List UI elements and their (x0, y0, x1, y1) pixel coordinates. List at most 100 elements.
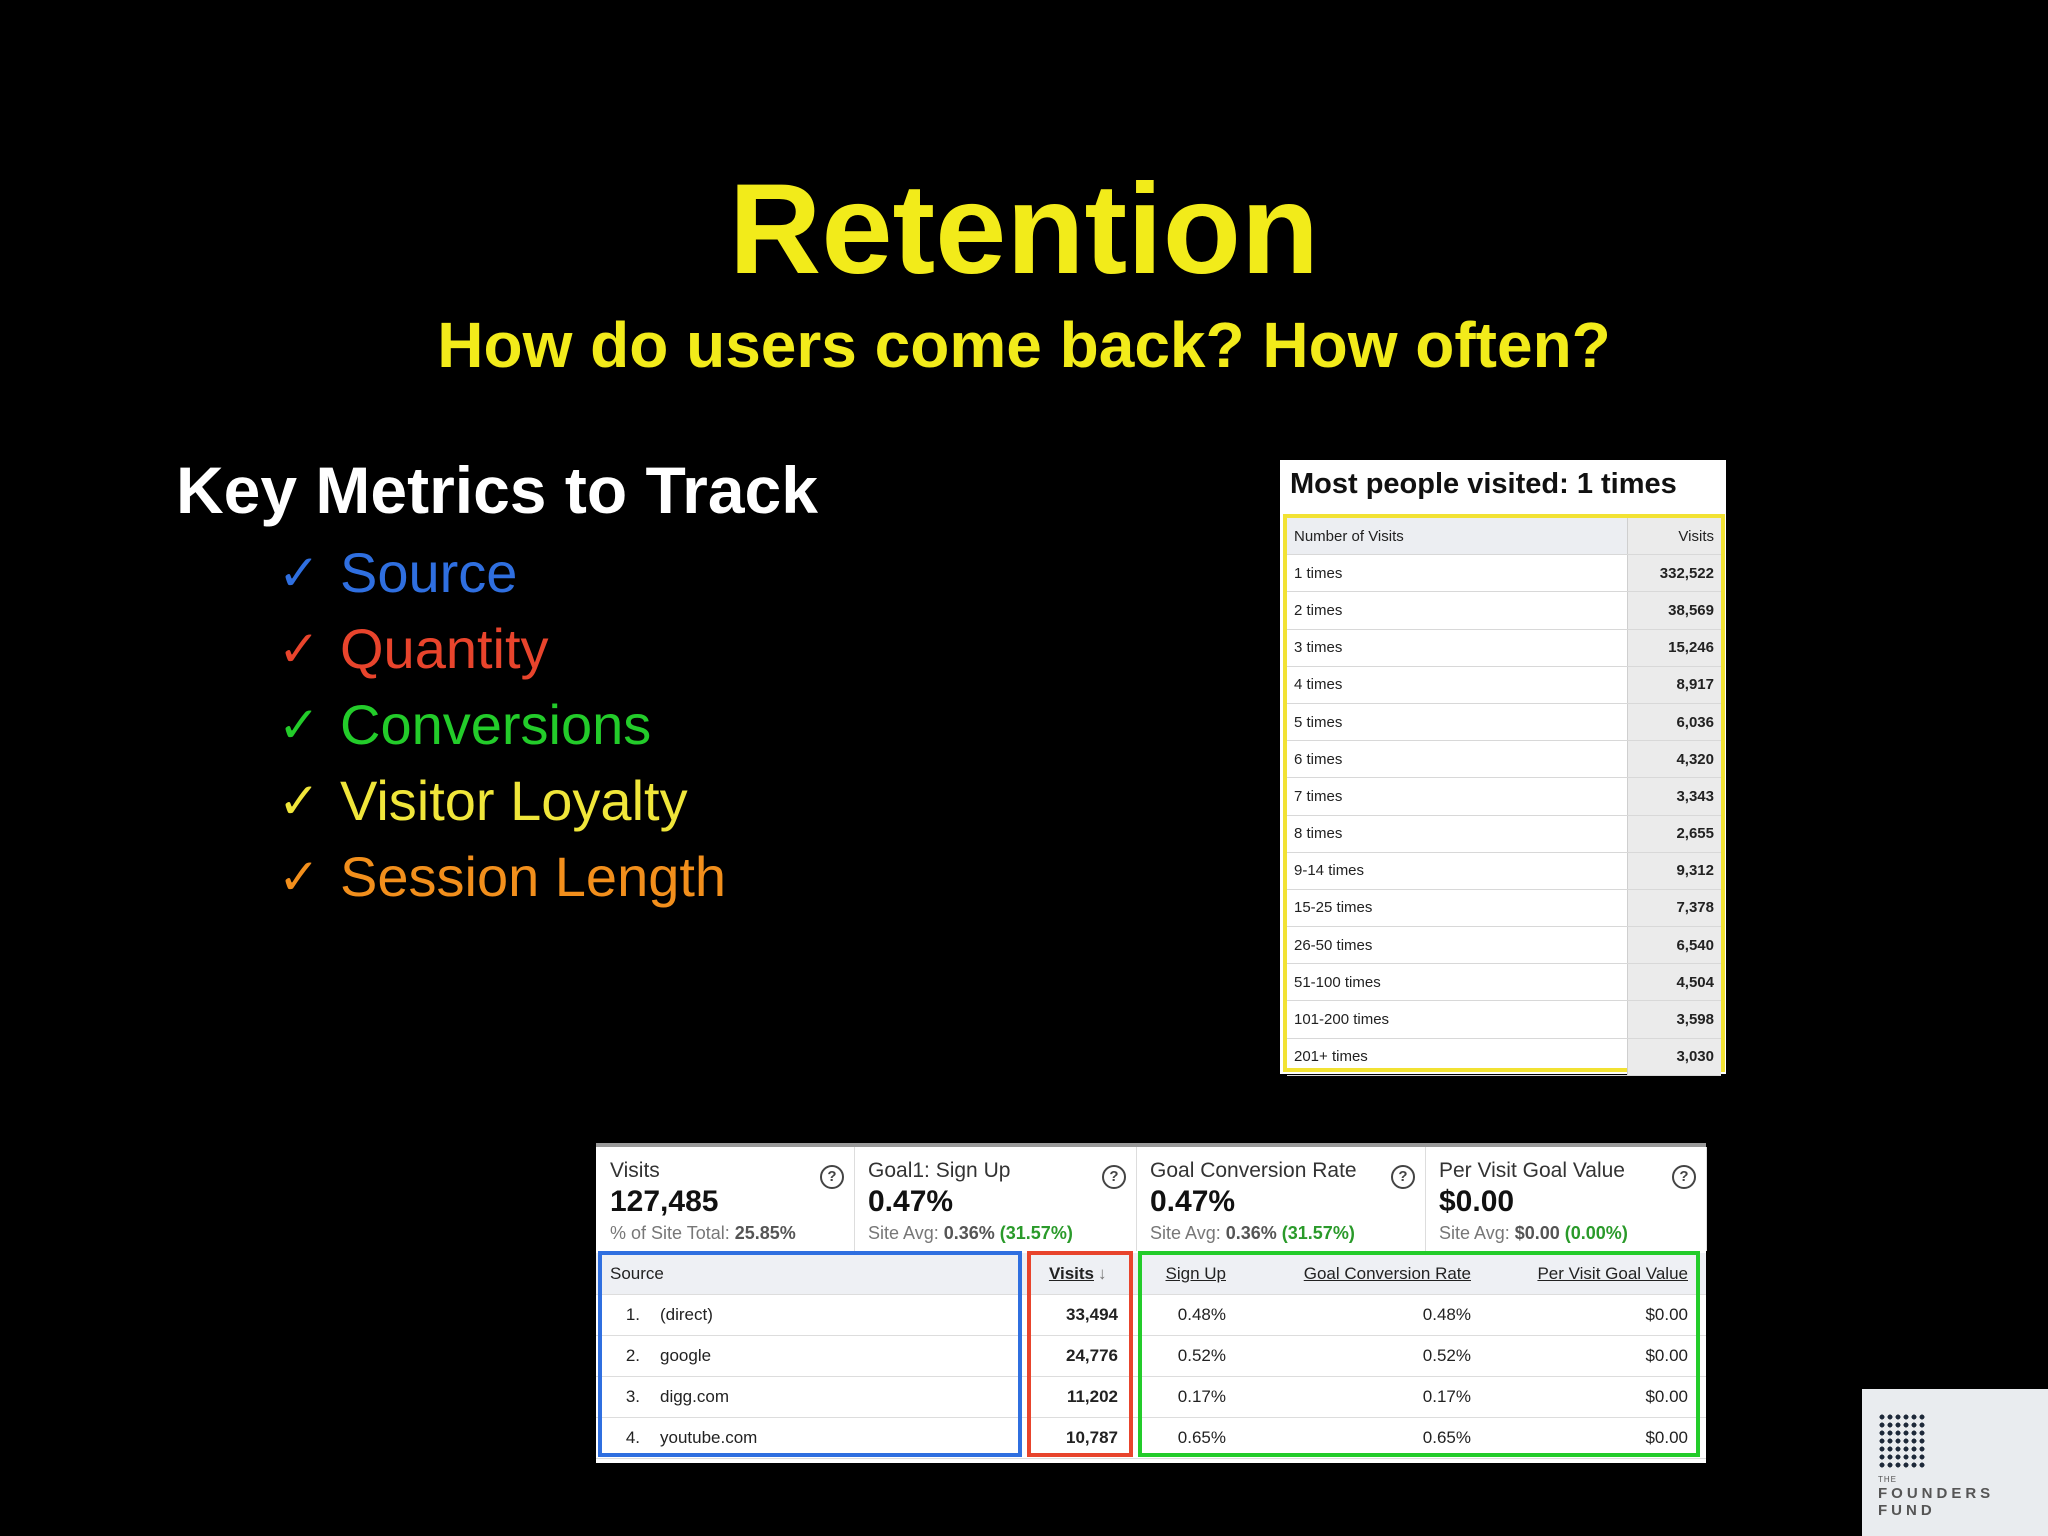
help-icon[interactable]: ? (820, 1165, 844, 1189)
help-icon[interactable]: ? (1102, 1165, 1126, 1189)
summary-sub-value: 0.36% (1225, 1223, 1277, 1243)
summary-metric: Per Visit Goal Value? $0.00 Site Avg: $0.0… (1425, 1147, 1707, 1251)
visitor-loyalty-heading: Most people visited: 1 times (1290, 468, 1677, 500)
cell-source[interactable]: (direct) (660, 1305, 713, 1324)
loyalty-row: 9-14 times 9,312 (1287, 852, 1721, 890)
metrics-heading: Key Metrics to Track (176, 453, 818, 527)
metric-item: ✓ Visitor Loyalty (278, 763, 726, 839)
loyalty-visits-value: 15,246 (1626, 629, 1721, 667)
sort-descending-icon[interactable]: ↓ (1098, 1264, 1107, 1283)
cell-pvgv: $0.00 (1645, 1387, 1688, 1406)
loyalty-visit-count: 8 times (1287, 815, 1627, 853)
loyalty-visit-count: 9-14 times (1287, 852, 1627, 890)
col-header-source[interactable]: Source (610, 1264, 664, 1283)
loyalty-visits-value: 4,504 (1626, 963, 1721, 1002)
loyalty-row: 4 times 8,917 (1287, 666, 1721, 704)
highlight-frame-goals (1138, 1251, 1700, 1457)
col-header-gcr[interactable]: Goal Conversion Rate (1303, 1264, 1471, 1283)
metrics-list: ✓ Source ✓ Quantity ✓ Conversions ✓ Visitor Loy… (278, 535, 726, 915)
metric-item: ✓ Session Length (278, 839, 726, 915)
cell-idx: 1. (625, 1305, 640, 1324)
cell-visits: 33,494 (1066, 1305, 1118, 1324)
logo-dot-grid-icon (1878, 1413, 1926, 1469)
summary-metric: Goal Conversion Rate? 0.47% Site Avg: 0.36… (1136, 1147, 1426, 1251)
loyalty-visits-value: 3,598 (1626, 1000, 1721, 1039)
loyalty-row: 2 times 38,569 (1287, 591, 1721, 630)
source-header-row: Source Visits Sign Up Goal Conversion Rate P… (596, 1253, 1706, 1295)
summary-sub-label: Site Avg: (1150, 1223, 1226, 1243)
loyalty-visits-value: 6,540 (1626, 926, 1721, 965)
cell-signup: 0.48% (1177, 1305, 1226, 1324)
cell-visits: 10,787 (1066, 1428, 1118, 1447)
summary-sub-label: Site Avg: (868, 1223, 944, 1243)
checkmark-icon: ✓ (278, 696, 320, 754)
loyalty-visits-value: 7,378 (1626, 889, 1721, 928)
loyalty-visits-value: 9,312 (1626, 852, 1721, 890)
loyalty-visit-count: 2 times (1287, 591, 1627, 630)
cell-idx: 3. (625, 1387, 640, 1406)
source-row: 1. (direct) 33,494 0.48% 0.48% $0.00 (596, 1294, 1706, 1336)
summary-sub-label: % of Site Total: (610, 1223, 735, 1243)
cell-source[interactable]: google (660, 1346, 712, 1365)
col-header-visits[interactable]: Visits (1048, 1264, 1094, 1283)
cell-gcr: 0.52% (1422, 1346, 1471, 1365)
summary-value: 0.47% (868, 1185, 954, 1218)
col-header-pvgv[interactable]: Per Visit Goal Value (1537, 1264, 1688, 1283)
summary-label: Goal Conversion Rate (1150, 1159, 1357, 1182)
cell-visits: 24,776 (1066, 1346, 1118, 1365)
loyalty-row: 51-100 times 4,504 (1287, 963, 1721, 1002)
summary-sub-value: $0.00 (1514, 1223, 1560, 1243)
summary-sub-percent: (31.57%) (999, 1223, 1073, 1243)
source-row: 2. google 24,776 0.52% 0.52% $0.00 (596, 1335, 1706, 1377)
loyalty-visits-value: 8,917 (1626, 666, 1721, 704)
loyalty-row: 8 times 2,655 (1287, 815, 1721, 853)
loyalty-visit-count: 15-25 times (1287, 889, 1627, 928)
loyalty-header-row: Number of Visits Visits (1287, 518, 1721, 556)
cell-idx: 4. (625, 1428, 640, 1447)
founders-fund-logo: THE FOUNDERS FUND (1862, 1389, 2048, 1536)
loyalty-row: 1 times 332,522 (1287, 554, 1721, 593)
cell-source[interactable]: youtube.com (660, 1428, 758, 1447)
loyalty-visit-count: 3 times (1287, 629, 1627, 667)
summary-label: Per Visit Goal Value (1439, 1159, 1625, 1182)
cell-visits: 11,202 (1066, 1387, 1118, 1406)
highlight-frame-source (598, 1251, 1022, 1457)
metric-label: Visitor Loyalty (340, 769, 688, 832)
loyalty-visits-value: 6,036 (1626, 703, 1721, 742)
summary-sub-percent: (31.57%) (1281, 1223, 1355, 1243)
loyalty-row: 26-50 times 6,540 (1287, 926, 1721, 965)
loyalty-row: 15-25 times 7,378 (1287, 889, 1721, 928)
loyalty-visit-count: 51-100 times (1287, 963, 1627, 1002)
loyalty-table: Number of Visits Visits 1 times 332,522 2 … (1287, 518, 1721, 1076)
slide-subtitle: How do users come back? How often? (437, 309, 1611, 381)
summary-sub-percent: (0.00%) (1564, 1223, 1628, 1243)
slide-title: Retention (728, 158, 1320, 301)
cell-gcr: 0.48% (1422, 1305, 1471, 1324)
loyalty-row: 6 times 4,320 (1287, 740, 1721, 779)
col-header-signup[interactable]: Sign Up (1165, 1264, 1226, 1283)
loyalty-visit-count: 101-200 times (1287, 1000, 1627, 1039)
summary-sub-label: Site Avg: (1439, 1223, 1515, 1243)
loyalty-visit-count: 7 times (1287, 777, 1627, 816)
metric-item: ✓ Source (278, 535, 726, 611)
summary-subtext: Site Avg: $0.00 (0.00%) (1439, 1223, 1628, 1244)
loyalty-visits-value: 4,320 (1626, 740, 1721, 779)
cell-gcr: 0.65% (1422, 1428, 1471, 1447)
loyalty-visit-count: 1 times (1287, 554, 1627, 593)
cell-source[interactable]: digg.com (660, 1387, 729, 1406)
cell-signup: 0.17% (1177, 1387, 1226, 1406)
summary-metric: Visits? 127,485 % of Site Total: 25.85% (596, 1147, 855, 1251)
help-icon[interactable]: ? (1391, 1165, 1415, 1189)
loyalty-visits-value: 3,343 (1626, 777, 1721, 816)
cell-gcr: 0.17% (1422, 1387, 1471, 1406)
summary-label: Visits (610, 1159, 660, 1182)
help-icon[interactable]: ? (1672, 1165, 1696, 1189)
source-row: 4. youtube.com 10,787 0.65% 0.65% $0.00 (596, 1417, 1706, 1459)
cell-pvgv: $0.00 (1645, 1305, 1688, 1324)
cell-idx: 2. (625, 1346, 640, 1365)
loyalty-row: 3 times 15,246 (1287, 629, 1721, 667)
source-row: 3. digg.com 11,202 0.17% 0.17% $0.00 (596, 1376, 1706, 1418)
logo-small-text: THE (1878, 1475, 1897, 1484)
checkmark-icon: ✓ (278, 544, 320, 602)
metric-item: ✓ Conversions (278, 687, 726, 763)
